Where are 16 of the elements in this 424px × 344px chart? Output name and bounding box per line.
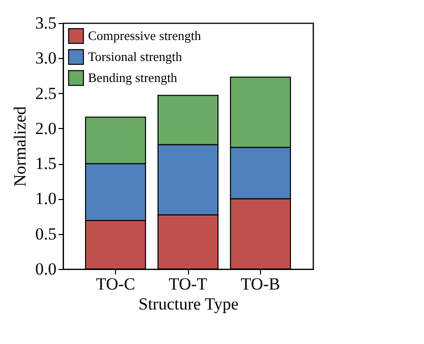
- x-tick-label: TO-B: [240, 274, 280, 294]
- y-tick-label: 1.5: [35, 154, 56, 174]
- y-tick-label: 2.0: [35, 118, 56, 138]
- x-axis-title: Structure Type: [138, 294, 238, 314]
- y-axis-title: Normalized: [10, 106, 30, 187]
- y-tick-label: 3.0: [35, 48, 56, 68]
- y-tick-label: 2.5: [35, 84, 56, 103]
- x-tick-label: TO-C: [96, 274, 136, 294]
- legend-label: Compressive strength: [88, 28, 202, 43]
- y-tick-label: 0.0: [35, 260, 56, 278]
- x-tick-label: TO-T: [168, 274, 208, 294]
- y-tick-label: 1.0: [35, 189, 56, 208]
- y-tick-label: 3.5: [35, 14, 56, 32]
- y-tick-label: 0.5: [35, 224, 56, 244]
- legend-label: Bending strength: [88, 70, 178, 85]
- legend-label: Torsional strength: [88, 49, 183, 64]
